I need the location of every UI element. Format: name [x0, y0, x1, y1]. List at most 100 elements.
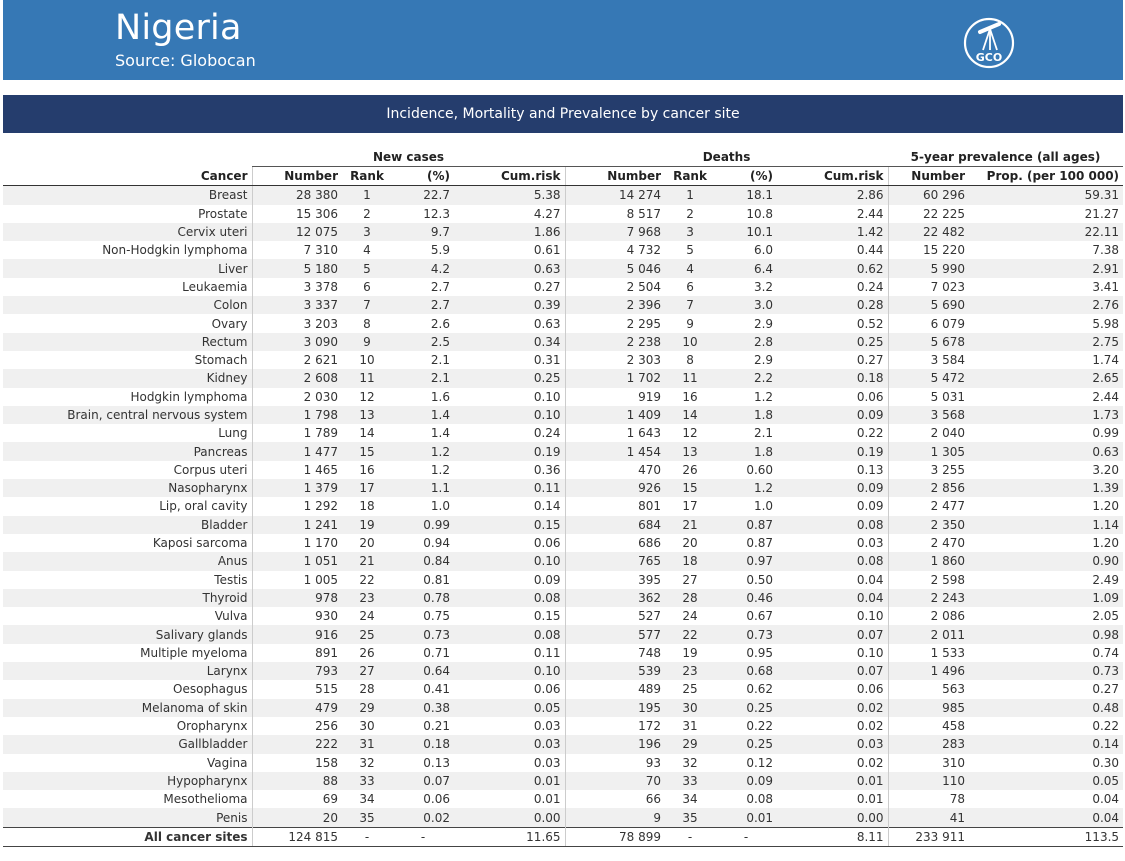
new-number: 891: [315, 645, 338, 660]
death-cumrisk: 0.09: [777, 497, 889, 516]
prev-prop: 1.20: [1092, 499, 1120, 514]
prev-number: 1 496: [888, 662, 970, 681]
new-cumrisk: 0.14: [454, 497, 566, 516]
table-body: Breast 28 380 1 22.7 5.38 14 274 1 18.1 2.86 60 2…: [3, 185, 1124, 847]
prev-number: 22 225: [923, 206, 966, 221]
death-number: 2 238: [565, 332, 666, 351]
prev-number: 2 470: [930, 536, 966, 551]
death-pct: 0.87: [715, 515, 778, 534]
col-prev-prop: Prop. (per 100 000): [969, 166, 1124, 187]
new-number: 69: [322, 792, 338, 807]
col-new-cumrisk: Cum.risk: [454, 166, 566, 187]
new-pct: 1.2: [392, 442, 454, 461]
table-row: Brain, central nervous system 1 798 13 1.4 0…: [3, 405, 1124, 425]
new-pct: 0.99: [392, 515, 454, 534]
death-cumrisk: 2.86: [777, 185, 889, 205]
col-new-rank: Rank: [342, 166, 392, 187]
death-number: 686: [638, 536, 662, 551]
prev-number: 2 243: [888, 588, 970, 608]
new-rank: 32: [359, 755, 375, 770]
total-new-cumrisk: 11.65: [454, 826, 566, 847]
new-pct: 5.9: [430, 243, 450, 258]
prev-prop: 59.31: [969, 185, 1124, 205]
death-rank: 12: [682, 426, 698, 441]
death-number: 801: [638, 499, 662, 514]
total-death-pct: -: [715, 826, 778, 847]
table-row: Multiple myeloma 891 26 0.71 0.11 748 19 0.95 0.…: [3, 643, 1123, 663]
prev-prop: 1.09: [969, 588, 1124, 608]
new-cumrisk: 0.10: [454, 405, 566, 425]
death-number: 684: [565, 515, 666, 534]
death-pct: 0.25: [715, 698, 778, 717]
new-cumrisk: 0.39: [454, 296, 566, 315]
new-rank: 7: [342, 296, 392, 315]
new-cumrisk: 0.34: [454, 332, 566, 351]
new-rank: 2: [363, 206, 371, 221]
cancer-name: Penis: [3, 808, 253, 828]
prev-number: 110: [888, 771, 970, 791]
death-rank: 2: [686, 206, 694, 221]
new-number: 3 378: [303, 279, 338, 294]
prev-prop: 0.04: [1092, 792, 1120, 807]
new-cumrisk: 0.36: [454, 460, 566, 480]
col-death-cumrisk: Cum.risk: [777, 166, 889, 187]
cancer-name: Nasopharynx: [3, 479, 253, 498]
new-pct: 9.7: [392, 222, 454, 242]
new-number: 1 798: [252, 405, 342, 425]
new-number: 20: [252, 808, 342, 828]
prev-prop: 22.11: [969, 222, 1124, 242]
prev-number: 5 990: [888, 259, 970, 278]
table-row: Ovary 3 203 8 2.6 0.63 2 295 9 2.9 0.52 6 079 5.98: [3, 314, 1123, 333]
death-pct: 2.8: [715, 332, 778, 351]
death-number: 93: [645, 755, 662, 770]
death-rank: 27: [682, 572, 698, 587]
table-row: Mesothelioma 69 34 0.06 0.01 66 34 0.08 0.01 78 0.…: [3, 790, 1123, 809]
death-pct: 1.2: [715, 479, 778, 498]
death-rank: 1: [665, 185, 716, 205]
table-row: Colon 3 337 7 2.7 0.39 2 396 7 3.0 0.28 5 690 2.76: [3, 296, 1124, 315]
new-rank: 19: [342, 515, 392, 534]
table-row: Testis 1 005 22 0.81 0.09 395 27 0.50 0.04 2 598 2…: [3, 570, 1123, 589]
new-rank: 28: [359, 682, 375, 697]
new-pct: 0.75: [423, 609, 450, 624]
new-pct: 2.1: [392, 369, 454, 388]
new-cumrisk: 0.03: [454, 716, 566, 736]
table-row: Thyroid 978 23 0.78 0.08 362 28 0.46 0.04 2 243 1.…: [3, 588, 1124, 608]
prev-prop: 0.30: [1092, 755, 1120, 770]
death-pct: 0.97: [715, 552, 778, 571]
new-cumrisk: 0.01: [454, 790, 566, 809]
death-rank: 24: [682, 609, 698, 624]
death-cumrisk: 0.19: [777, 442, 889, 461]
new-number: 15 306: [296, 206, 338, 221]
death-number: 1 409: [565, 405, 666, 425]
logo-text: GCO: [976, 51, 1002, 64]
prev-number: 563: [942, 682, 966, 697]
new-number: 1 170: [303, 536, 338, 551]
death-cumrisk: 0.24: [777, 277, 889, 297]
prev-number: 5 678: [888, 332, 970, 351]
death-rank: 7: [665, 296, 716, 315]
death-pct: 0.60: [746, 462, 774, 477]
new-cumrisk: 0.03: [454, 735, 566, 754]
death-cumrisk: 0.09: [777, 405, 889, 425]
total-new-number: 124 815: [252, 826, 342, 847]
prev-number: 2 011: [888, 625, 970, 644]
death-number: 1 702: [565, 369, 666, 388]
death-cumrisk: 0.07: [777, 662, 889, 681]
new-cumrisk: 0.00: [454, 808, 566, 828]
new-number: 1 292: [303, 499, 338, 514]
new-number: 7 310: [303, 243, 338, 258]
new-pct: 2.1: [430, 353, 450, 368]
death-rank: 26: [682, 462, 698, 477]
death-number: 196: [565, 735, 666, 754]
new-cumrisk: 0.11: [454, 643, 566, 663]
death-cumrisk: 0.02: [777, 698, 889, 717]
new-cumrisk: 0.03: [454, 753, 566, 772]
death-pct: 6.0: [753, 243, 774, 258]
new-number: 1 465: [303, 462, 338, 477]
new-number: 1 241: [252, 515, 342, 534]
prev-prop: 1.73: [969, 405, 1124, 425]
death-number: 7 968: [565, 222, 666, 242]
prev-number: 3 255: [930, 462, 966, 477]
country-title: Nigeria: [115, 8, 242, 48]
